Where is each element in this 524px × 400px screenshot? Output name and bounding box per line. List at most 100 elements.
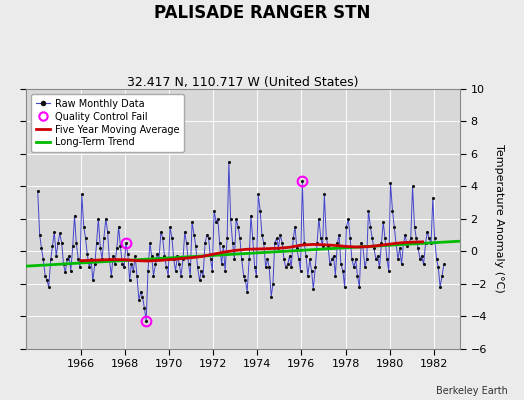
Point: [274, 245, 282, 251]
Point: [182, 240, 191, 246]
Point: [225, 159, 233, 165]
Point: [416, 256, 424, 262]
Point: [423, 228, 432, 235]
Point: [248, 235, 257, 242]
Point: [377, 240, 386, 246]
Point: [342, 224, 351, 230]
Point: [45, 284, 53, 290]
Point: [429, 194, 437, 201]
Point: [181, 228, 189, 235]
Point: [124, 251, 132, 258]
Point: [297, 268, 305, 274]
Point: [226, 216, 235, 222]
Point: [102, 216, 110, 222]
Point: [337, 261, 345, 268]
Point: [397, 261, 406, 268]
Point: [34, 188, 42, 194]
Point: [436, 284, 444, 290]
Point: [344, 216, 353, 222]
Point: [192, 243, 200, 250]
Text: Berkeley Earth: Berkeley Earth: [436, 386, 508, 396]
Point: [414, 245, 422, 251]
Point: [214, 216, 222, 222]
Point: [370, 245, 378, 251]
Point: [303, 272, 312, 279]
Point: [270, 240, 279, 246]
Point: [70, 212, 79, 219]
Point: [286, 253, 294, 259]
Point: [72, 240, 81, 246]
Point: [432, 256, 441, 262]
Point: [247, 212, 255, 219]
Point: [283, 261, 292, 268]
Point: [52, 253, 60, 259]
Point: [328, 256, 336, 262]
Point: [36, 232, 44, 238]
Point: [111, 261, 119, 268]
Point: [357, 240, 365, 246]
Point: [320, 191, 329, 198]
Point: [239, 272, 248, 279]
Point: [352, 256, 360, 262]
Point: [118, 261, 127, 268]
Point: [76, 264, 84, 271]
Point: [335, 232, 343, 238]
Point: [136, 288, 145, 295]
Point: [48, 243, 57, 250]
Point: [366, 224, 375, 230]
Point: [348, 256, 356, 262]
Point: [131, 253, 139, 259]
Point: [324, 243, 332, 250]
Point: [339, 268, 347, 274]
Point: [113, 245, 121, 251]
Point: [408, 183, 417, 190]
Point: [372, 256, 380, 262]
Point: [281, 264, 290, 271]
Point: [353, 272, 362, 279]
Point: [166, 224, 174, 230]
Point: [74, 256, 82, 262]
Point: [430, 235, 439, 242]
Point: [122, 240, 130, 246]
Point: [203, 232, 211, 238]
Point: [160, 253, 169, 259]
Point: [153, 251, 161, 258]
Point: [144, 268, 152, 274]
Point: [170, 256, 178, 262]
Point: [392, 240, 400, 246]
Point: [368, 235, 376, 242]
Point: [173, 253, 182, 259]
Point: [56, 230, 64, 236]
Point: [228, 240, 237, 246]
Point: [91, 261, 99, 268]
Point: [419, 261, 428, 268]
Point: [230, 256, 238, 262]
Point: [162, 264, 171, 271]
Point: [272, 235, 281, 242]
Point: [245, 256, 253, 262]
Point: [212, 219, 220, 225]
Point: [78, 191, 86, 198]
Point: [410, 224, 419, 230]
Point: [87, 256, 95, 262]
Point: [261, 264, 270, 271]
Point: [440, 261, 448, 268]
Point: [265, 264, 274, 271]
Point: [208, 268, 216, 274]
Point: [308, 268, 316, 274]
Point: [280, 256, 288, 262]
Text: PALISADE RANGER STN: PALISADE RANGER STN: [154, 4, 370, 22]
Point: [54, 240, 62, 246]
Point: [330, 253, 338, 259]
Point: [375, 264, 384, 271]
Point: [223, 235, 231, 242]
Point: [292, 245, 301, 251]
Point: [289, 235, 298, 242]
Point: [114, 224, 123, 230]
Point: [243, 288, 252, 295]
Point: [175, 261, 183, 268]
Point: [427, 240, 435, 246]
Point: [326, 261, 334, 268]
Point: [149, 272, 158, 279]
Point: [186, 272, 194, 279]
